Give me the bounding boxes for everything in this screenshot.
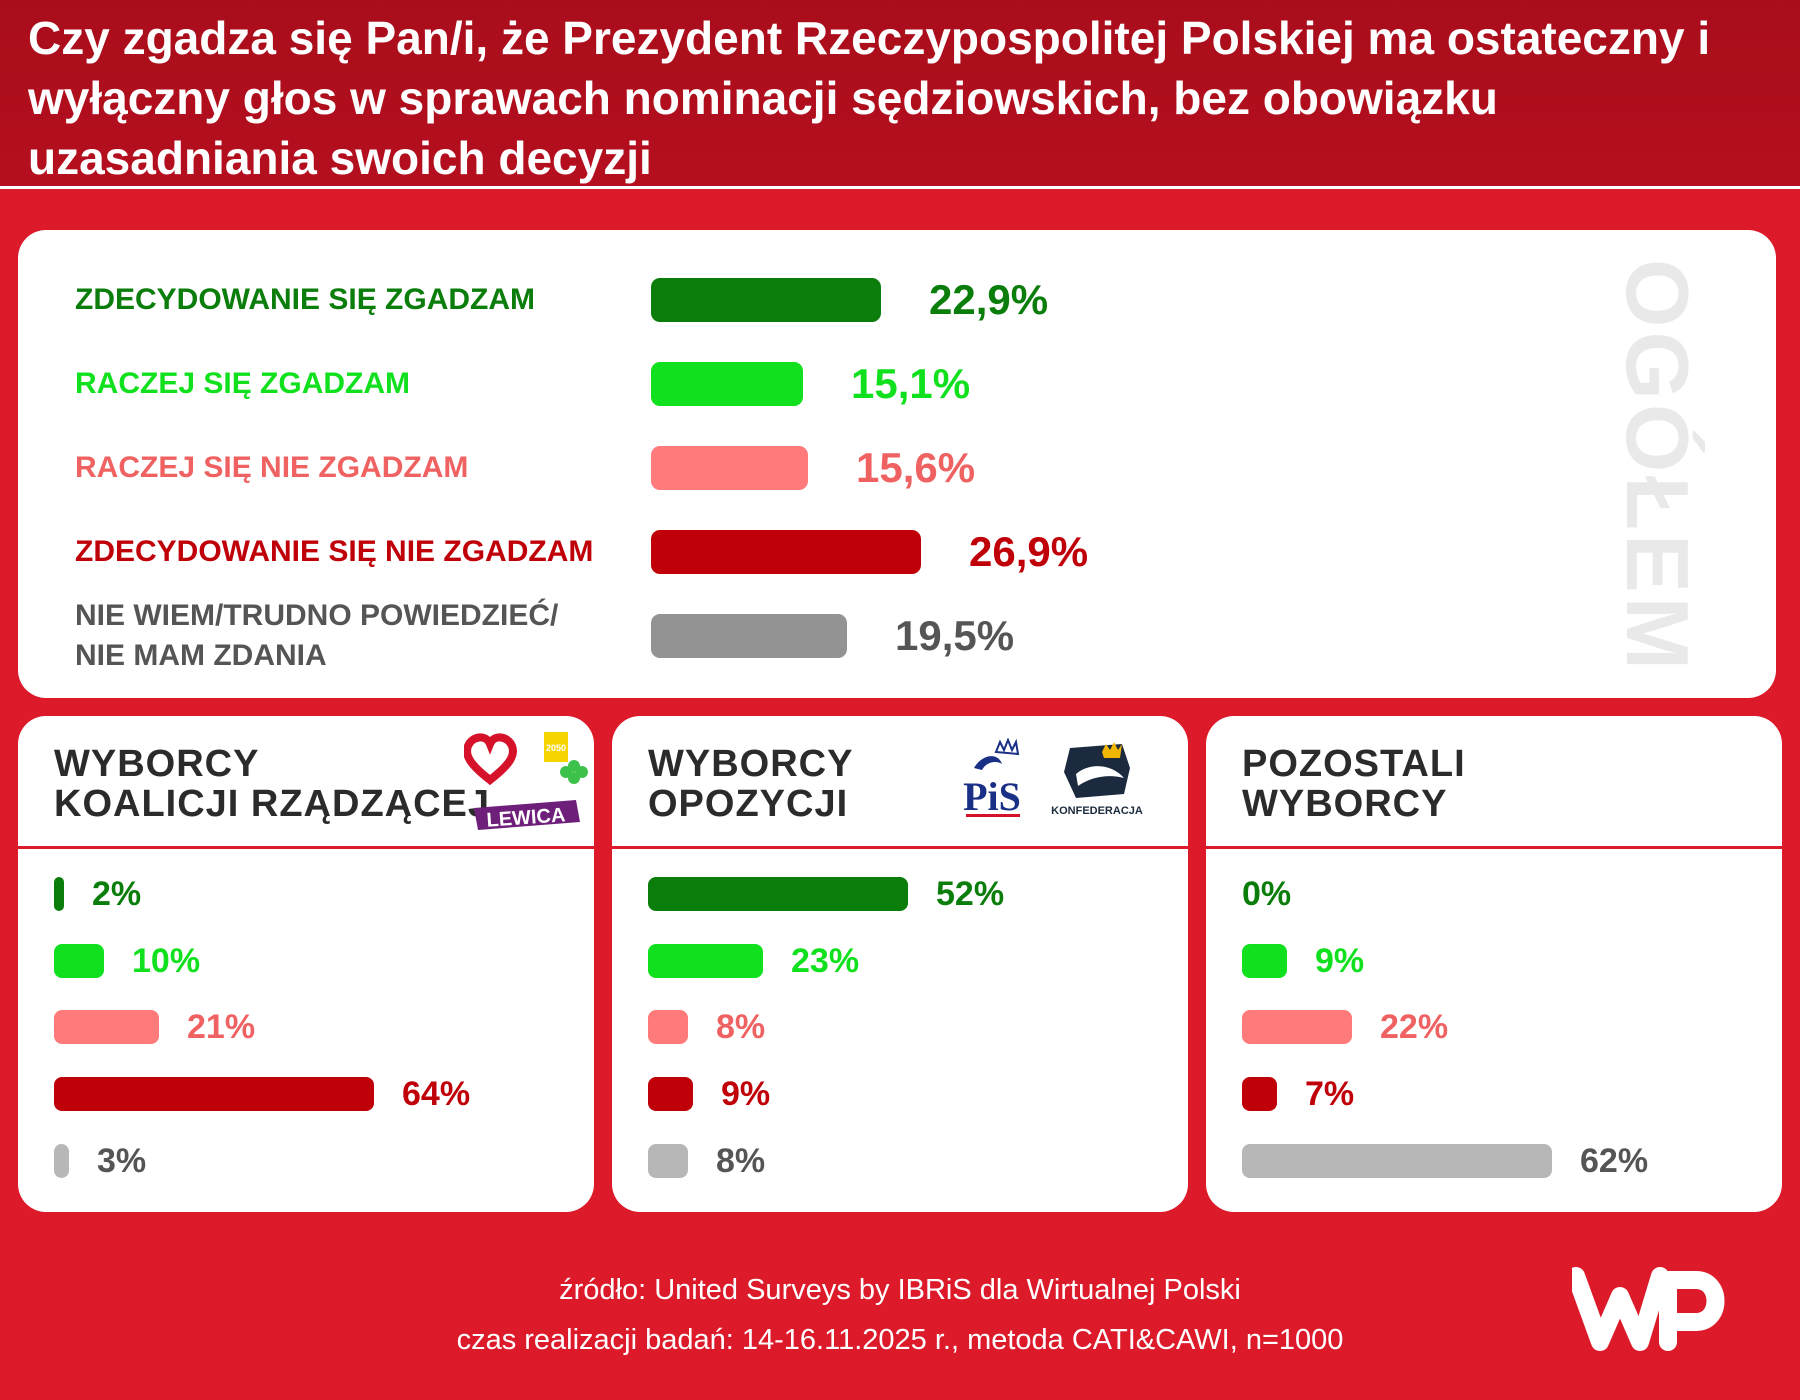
overall-label-strongly-disagree: ZDECYDOWANIE SIĘ NIE ZGADZAM — [75, 532, 593, 572]
overall-bar-somewhat-agree — [651, 362, 803, 406]
coalition-title-line-2: KOALICJI RZĄDZĄCEJ — [54, 783, 491, 825]
others-value-dont-know: 62% — [1580, 1142, 1649, 1180]
heart-icon — [463, 733, 517, 786]
lewica-text: LEWICA — [486, 804, 566, 831]
coalition-value-strongly-disagree: 64% — [402, 1075, 471, 1113]
coalition-value-somewhat-disagree: 21% — [187, 1008, 256, 1046]
wp-logo-graphic: WP — [1567, 1267, 1725, 1351]
others-panel-title: POZOSTALI WYBORCY — [1242, 744, 1466, 824]
overall-panel — [18, 230, 1776, 698]
method-note: czas realizacji badań: 14-16.11.2025 r.,… — [456, 1324, 1344, 1356]
coalition-value-somewhat-agree: 10% — [132, 942, 201, 980]
konfederacja-text: KONFEDERACJA — [1051, 805, 1143, 817]
badge-2050-icon — [544, 732, 568, 762]
opposition-value-dont-know: 8% — [716, 1142, 766, 1180]
opposition-value-somewhat-agree: 23% — [791, 942, 860, 980]
coalition-divider — [18, 846, 594, 849]
overall-bar-somewhat-disagree — [651, 446, 808, 490]
clover-icon — [560, 760, 588, 784]
overall-label-line: RACZEJ SIĘ ZGADZAM — [75, 367, 411, 400]
eagle-icon — [974, 756, 1002, 770]
opposition-logos: PiS KONFEDERACJA — [952, 737, 1152, 833]
others-value-strongly-agree: 0% — [1242, 875, 1292, 913]
overall-label-somewhat-disagree: RACZEJ SIĘ NIE ZGADZAM — [75, 448, 468, 488]
others-bar-somewhat-disagree — [1242, 1010, 1352, 1044]
others-title-line-1: POZOSTALI — [1242, 743, 1466, 785]
opposition-bar-strongly-agree — [648, 877, 908, 911]
others-bar-somewhat-agree — [1242, 944, 1287, 978]
opposition-panel-title: WYBORCY OPOZYCJI — [648, 744, 853, 824]
others-title-line-2: WYBORCY — [1242, 783, 1448, 825]
overall-value-strongly-disagree: 26,9% — [969, 528, 1089, 575]
others-bar-strongly-disagree — [1242, 1077, 1277, 1111]
wp-logo: WP — [1567, 1262, 1728, 1363]
overall-label-somewhat-agree: RACZEJ SIĘ ZGADZAM — [75, 364, 410, 404]
others-value-somewhat-agree: 9% — [1315, 942, 1365, 980]
source-note: źródło: United Surveys by IBRiS dla Wirt… — [559, 1274, 1241, 1306]
konfederacja-beak-icon — [1076, 766, 1124, 786]
overall-label-strongly-agree: ZDECYDOWANIE SIĘ ZGADZAM — [75, 280, 535, 320]
opposition-bar-strongly-disagree — [648, 1077, 693, 1111]
coalition-logos: 2050 LEWICA — [463, 730, 588, 839]
coalition-title-line-1: WYBORCY — [54, 743, 260, 785]
coalition-bar-somewhat-disagree — [54, 1010, 159, 1044]
opposition-value-somewhat-disagree: 8% — [716, 1008, 766, 1046]
others-value-strongly-disagree: 7% — [1305, 1075, 1355, 1113]
opposition-bar-somewhat-disagree — [648, 1010, 688, 1044]
coalition-logo-graphic: 2050 LEWICA — [463, 732, 588, 832]
badge-2050-text: 2050 — [546, 743, 566, 753]
overall-label-line: RACZEJ SIĘ NIE ZGADZAM — [75, 451, 469, 484]
overall-label-dont-know: NIE WIEM/TRUDNO POWIEDZIEĆ/NIE MAM ZDANI… — [75, 596, 558, 676]
opposition-title-line-2: OPOZYCJI — [648, 783, 849, 825]
konfederacja-crown-icon — [1102, 742, 1122, 758]
pis-text: PiS — [963, 774, 1021, 819]
pis-underline — [966, 814, 1020, 817]
others-bar-dont-know — [1242, 1144, 1552, 1178]
opposition-title-line-1: WYBORCY — [648, 743, 854, 785]
others-divider — [1206, 846, 1782, 849]
opposition-panel: WYBORCY OPOZYCJI PiS KONFEDERACJA 52% 23%… — [612, 716, 1188, 1212]
coalition-bar-dont-know — [54, 1144, 69, 1178]
coalition-bar-somewhat-agree — [54, 944, 104, 978]
overall-bar-dont-know — [651, 614, 847, 658]
coalition-value-dont-know: 3% — [97, 1142, 147, 1180]
opposition-value-strongly-disagree: 9% — [721, 1075, 771, 1113]
overall-value-somewhat-agree: 15,1% — [851, 360, 971, 407]
overall-label-line: ZDECYDOWANIE SIĘ NIE ZGADZAM — [75, 535, 594, 568]
overall-watermark: OGÓŁEM — [1608, 259, 1707, 675]
overall-label-line: NIE MAM ZDANIA — [75, 639, 327, 672]
overall-value-somewhat-disagree: 15,6% — [856, 444, 976, 491]
overall-label-line: ZDECYDOWANIE SIĘ ZGADZAM — [75, 283, 536, 316]
opposition-bar-dont-know — [648, 1144, 688, 1178]
wp-logo-p — [1659, 1271, 1725, 1351]
opposition-value-strongly-agree: 52% — [936, 875, 1005, 913]
page-title: Czy zgadza się Pan/i, że Prezydent Rzecz… — [28, 12, 1711, 184]
lewica-banner — [474, 800, 580, 830]
others-value-somewhat-disagree: 22% — [1380, 1008, 1449, 1046]
wp-logo-w — [1567, 1267, 1669, 1351]
overall-bar-strongly-disagree — [651, 530, 921, 574]
crown-icon — [994, 737, 1020, 756]
coalition-panel: WYBORCY KOALICJI RZĄDZĄCEJ 2050 LEWICA 2… — [18, 716, 594, 1212]
overall-label-line: NIE WIEM/TRUDNO POWIEDZIEĆ/ — [75, 599, 559, 632]
overall-bar-strongly-agree — [651, 278, 881, 322]
header-band: Czy zgadza się Pan/i, że Prezydent Rzecz… — [0, 0, 1800, 188]
others-panel: POZOSTALI WYBORCY 0% 9% 22% 7% 62% — [1206, 716, 1782, 1212]
opposition-logo-graphic: PiS KONFEDERACJA — [963, 737, 1143, 819]
opposition-bar-somewhat-agree — [648, 944, 763, 978]
coalition-bar-strongly-disagree — [54, 1077, 374, 1111]
opposition-divider — [612, 846, 1188, 849]
coalition-panel-title: WYBORCY KOALICJI RZĄDZĄCEJ — [54, 744, 490, 824]
overall-value-dont-know: 19,5% — [895, 612, 1015, 659]
overall-value-strongly-agree: 22,9% — [929, 276, 1049, 323]
coalition-value-strongly-agree: 2% — [92, 875, 142, 913]
title-divider — [0, 186, 1800, 189]
coalition-bar-strongly-agree — [54, 877, 64, 911]
